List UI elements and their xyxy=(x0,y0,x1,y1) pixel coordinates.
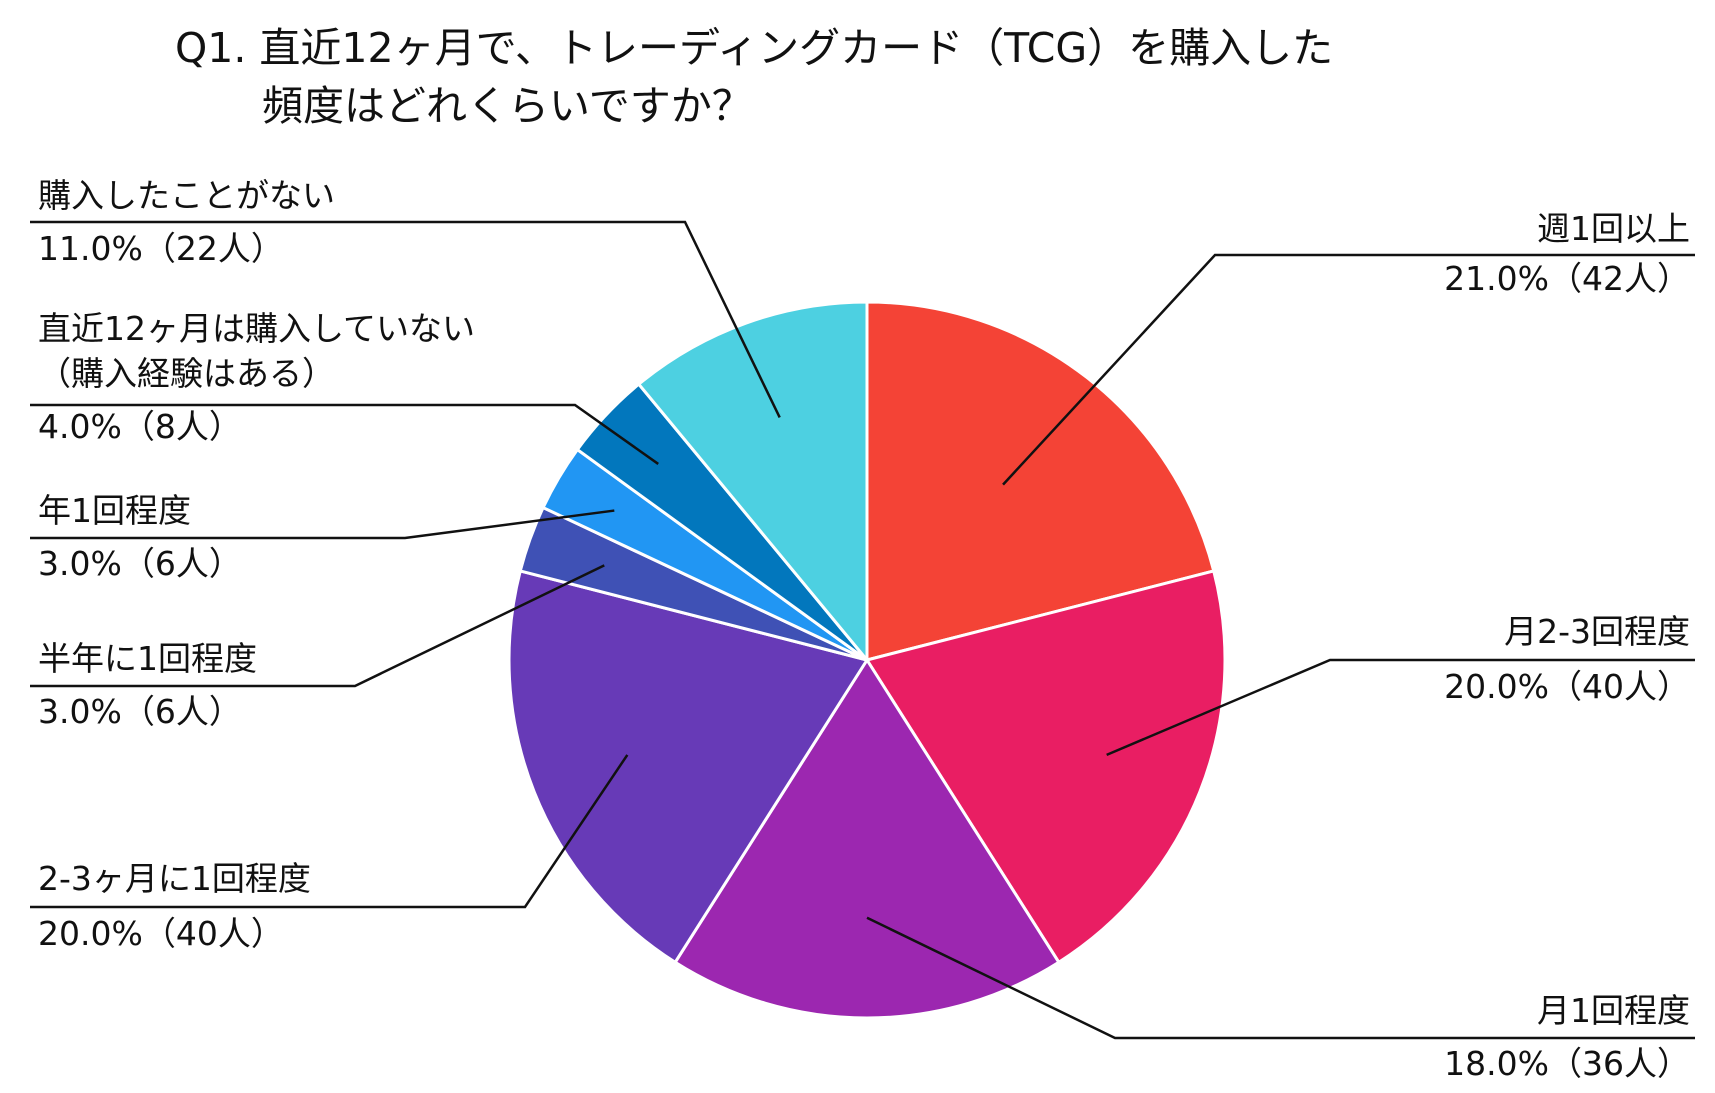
chart-title-line: 頻度はどれくらいですか？ xyxy=(262,82,753,130)
slice-value-label: 4.0%（8人） xyxy=(38,407,242,446)
chart-title: Q1. 直近12ヶ月で、トレーディングカード（TCG）を購入した頻度はどれくらい… xyxy=(175,24,1333,130)
slice-category-label: 直近12ヶ月は購入していない xyxy=(38,309,475,348)
slice-category-label: 年1回程度 xyxy=(38,491,191,530)
slice-category-label: 月2-3回程度 xyxy=(1504,612,1690,651)
leader-line xyxy=(30,220,781,419)
leader-line xyxy=(866,916,1695,1040)
slice-category-label: 半年に1回程度 xyxy=(38,639,257,678)
slice-value-label: 21.0%（42人） xyxy=(1444,259,1690,298)
slice-category-label: 2-3ヶ月に1回程度 xyxy=(38,859,311,898)
slice-category-label: 週1回以上 xyxy=(1537,209,1690,248)
leader-line xyxy=(30,509,615,540)
slice-value-label: 3.0%（6人） xyxy=(38,692,242,731)
slice-value-label: 11.0%（22人） xyxy=(38,229,284,268)
leader-line xyxy=(30,403,659,465)
leader-line xyxy=(1002,253,1695,486)
leader-line xyxy=(30,564,605,688)
pie-slices xyxy=(507,300,1227,1020)
slice-category-label: （購入経験はある） xyxy=(38,354,335,393)
pie-slice xyxy=(507,569,870,965)
pie-slice xyxy=(636,300,869,665)
pie-slice xyxy=(864,569,1227,965)
chart-title-line: Q1. 直近12ヶ月で、トレーディングカード（TCG）を購入した xyxy=(175,24,1333,72)
leader-line xyxy=(1106,658,1695,757)
slice-category-label: 購入したことがない xyxy=(38,176,335,215)
slice-value-label: 20.0%（40人） xyxy=(38,914,284,953)
slice-category-label: 月1回程度 xyxy=(1537,991,1690,1030)
slice-labels: 週1回以上 21.0%（42人） 月2-3回程度 20.0%（40人） 月1回程度 18.… xyxy=(38,176,1690,1083)
pie-slice xyxy=(673,657,1061,1020)
slice-value-label: 3.0%（6人） xyxy=(38,544,242,583)
leader-lines xyxy=(30,220,1695,1040)
slice-value-label: 20.0%（40人） xyxy=(1444,667,1690,706)
slice-value-label: 18.0%（36人） xyxy=(1444,1044,1690,1083)
pie-slice xyxy=(865,300,1216,662)
leader-line xyxy=(30,754,629,909)
